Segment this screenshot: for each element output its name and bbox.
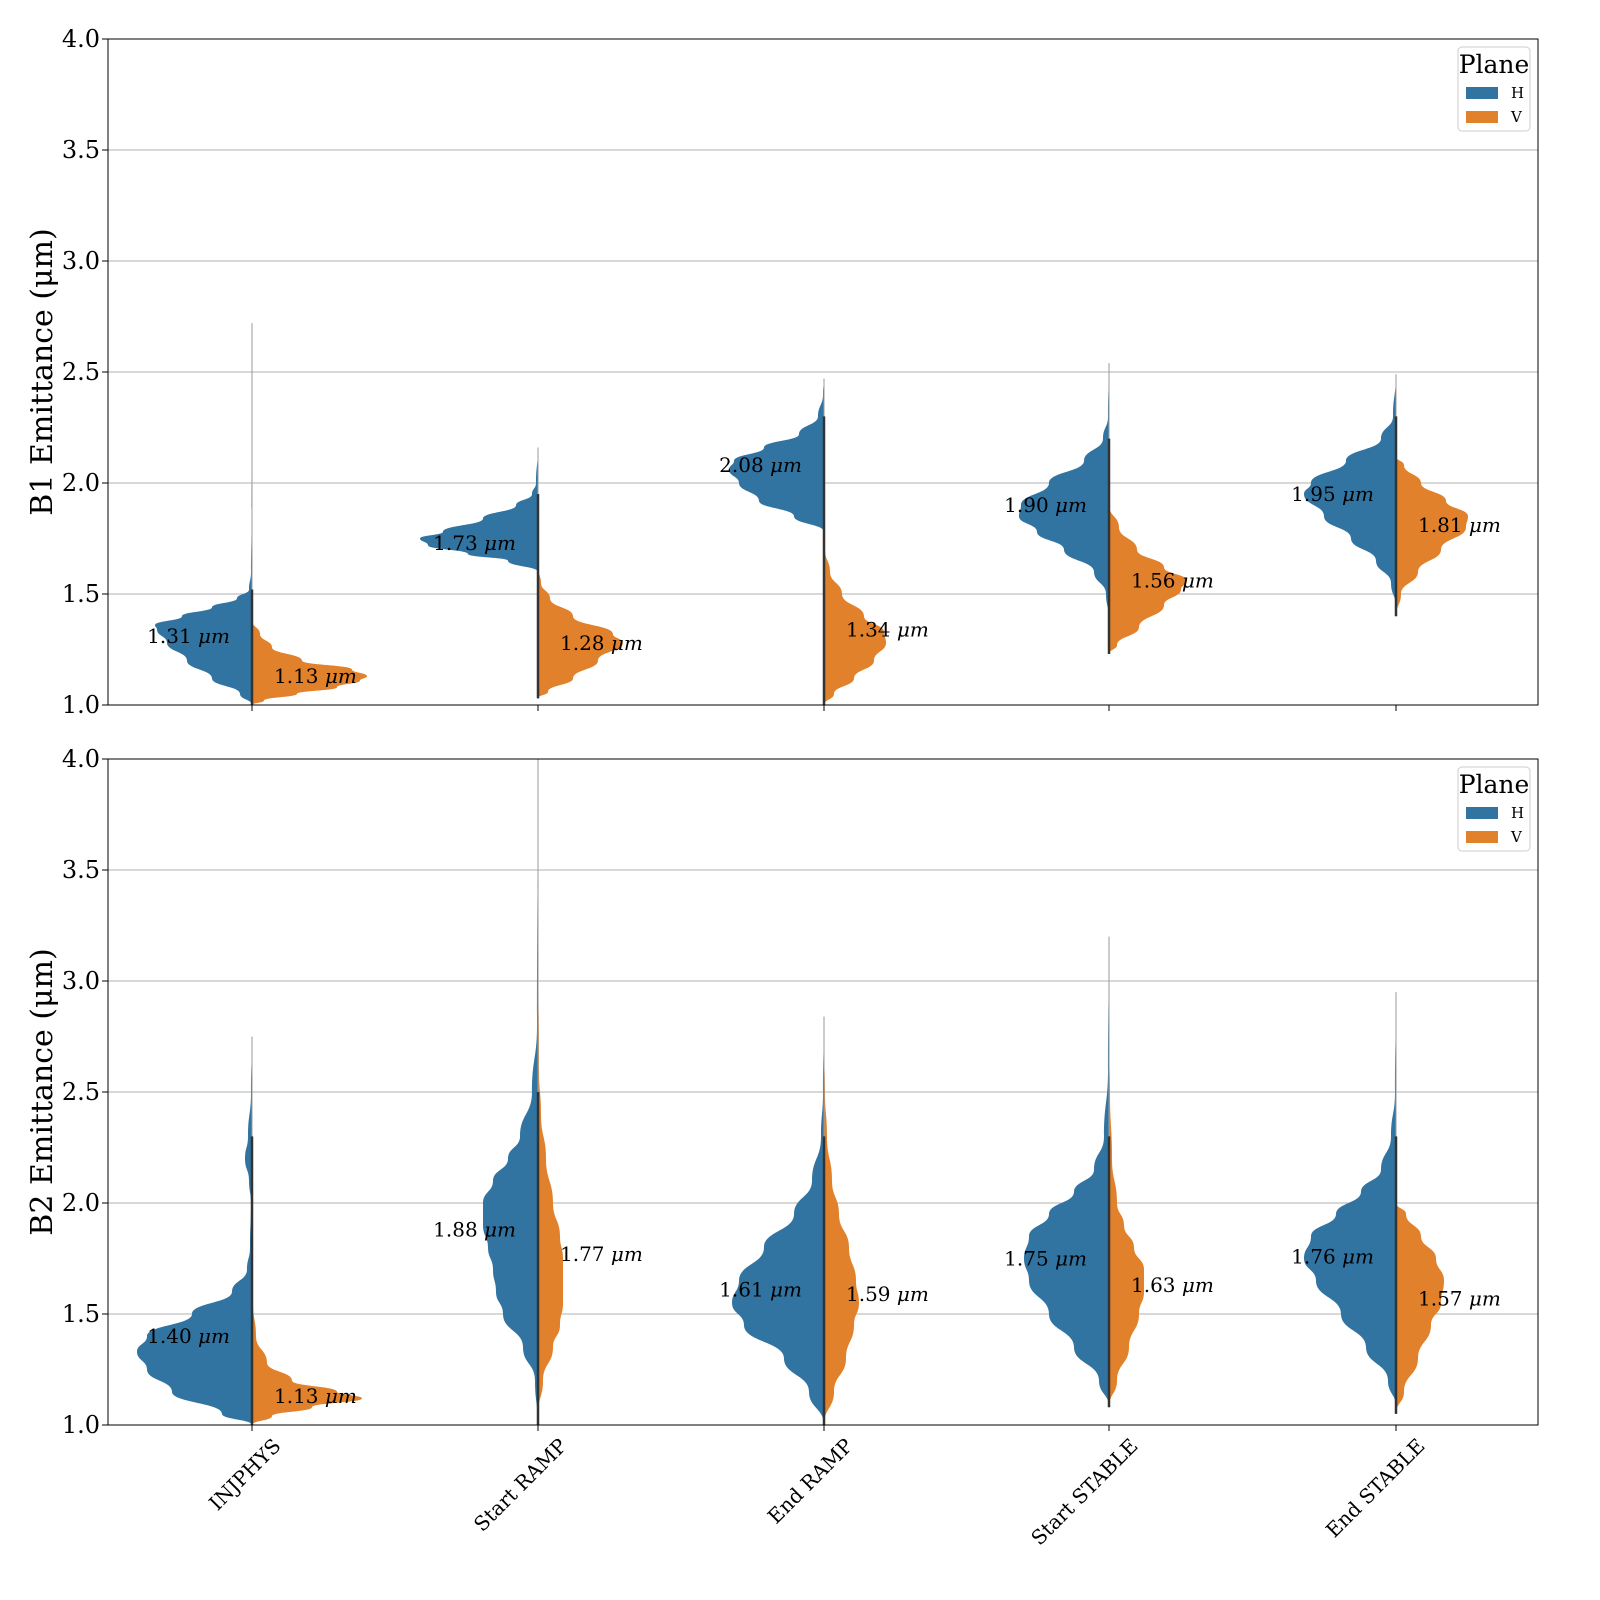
y-tick-label: 4.0 [62, 745, 100, 773]
violin-h-2 [483, 759, 538, 1425]
violin-v-2 [538, 567, 623, 699]
violins [137, 759, 1444, 1425]
legend-entry-h: H [1511, 804, 1524, 822]
legend-swatch-v [1466, 111, 1498, 123]
violin-v-5 [1396, 1203, 1444, 1414]
y-tick-label: 1.5 [62, 1300, 100, 1328]
violin-h-3 [729, 378, 824, 532]
legend-swatch-v [1466, 831, 1498, 843]
data-label-v: 1.56 μm [1131, 569, 1214, 593]
data-label-v: 1.34 μm [846, 618, 929, 642]
violin-v-5 [1396, 456, 1468, 617]
data-label-v: 1.63 μm [1131, 1273, 1214, 1297]
data-label-v: 1.81 μm [1418, 513, 1501, 537]
violin-v-2 [538, 912, 563, 1414]
y-tick-label: 1.0 [62, 1411, 100, 1439]
data-label-h: 2.08 μm [719, 453, 802, 477]
y-tick-label: 1.0 [62, 691, 100, 719]
legend: Plane HV [1457, 766, 1531, 852]
violin-h-5 [1304, 992, 1396, 1408]
data-label-v: 1.57 μm [1418, 1286, 1501, 1310]
y-axis-label: B2 Emittance (μm) [25, 948, 60, 1235]
plot-frame [107, 38, 1539, 706]
y-tick-label: 2.0 [62, 1189, 100, 1217]
violin-v-1 [252, 620, 367, 705]
x-tick-label: Start RAMP [469, 1434, 572, 1537]
violins [155, 323, 1468, 705]
y-tick-label: 2.5 [62, 358, 100, 386]
data-label-h: 1.40 μm [147, 1324, 230, 1348]
y-tick-label: 2.0 [62, 469, 100, 497]
violin-h-1 [137, 1036, 252, 1425]
y-tick-label: 4.0 [62, 25, 100, 53]
data-label-v: 1.13 μm [274, 664, 357, 688]
data-label-h: 1.88 μm [433, 1218, 516, 1242]
y-tick-label: 3.0 [62, 967, 100, 995]
violin-v-1 [252, 1258, 362, 1425]
violin-h-1 [155, 323, 252, 705]
violin-v-4 [1109, 1040, 1144, 1408]
x-tick-label: End STABLE [1321, 1434, 1430, 1543]
data-label-v: 1.13 μm [274, 1384, 357, 1408]
data-label-h: 1.76 μm [1291, 1244, 1374, 1268]
legend-title: Plane [1459, 50, 1530, 79]
data-label-v: 1.28 μm [560, 631, 643, 655]
violin-v-3 [824, 1043, 859, 1425]
violin-h-5 [1304, 374, 1396, 608]
y-tick-label: 3.5 [62, 136, 100, 164]
legend-swatch-h [1466, 87, 1498, 99]
data-label-h: 1.61 μm [719, 1278, 802, 1302]
legend-title: Plane [1459, 770, 1530, 799]
violin-v-3 [824, 542, 886, 705]
violin-h-2 [420, 447, 538, 572]
x-tick-label: Start STABLE [1026, 1434, 1142, 1550]
data-label-h: 1.73 μm [433, 531, 516, 555]
data-label-h: 1.75 μm [1004, 1247, 1087, 1271]
data-label-v: 1.59 μm [846, 1282, 929, 1306]
legend: Plane HV [1457, 46, 1531, 132]
violin-h-3 [732, 1016, 824, 1425]
data-label-h: 1.31 μm [147, 624, 230, 648]
violin-h-4 [1019, 363, 1109, 619]
data-label-h: 1.95 μm [1291, 482, 1374, 506]
y-tick-label: 1.5 [62, 580, 100, 608]
y-tick-label: 3.5 [62, 856, 100, 884]
data-label-v: 1.77 μm [560, 1242, 643, 1266]
violin-h-4 [1024, 936, 1109, 1408]
legend-entry-v: V [1510, 108, 1523, 126]
plot-frame [107, 758, 1539, 1426]
violin-v-4 [1109, 505, 1187, 654]
x-tick-label: End RAMP [763, 1434, 858, 1529]
y-axis-label: B1 Emittance (μm) [25, 228, 60, 515]
legend-entry-h: H [1511, 84, 1524, 102]
x-tick-label: INJPHYS [204, 1434, 285, 1515]
legend-entry-v: V [1510, 828, 1523, 846]
y-tick-label: 3.0 [62, 247, 100, 275]
y-tick-label: 2.5 [62, 1078, 100, 1106]
panel-1: 1.0 1.5 2.0 2.5 3.0 3.5 4.0 1.31 μm 1.73 μm 2.08 … [25, 25, 1539, 719]
legend-swatch-h [1466, 807, 1498, 819]
panel-2: 1.0 1.5 2.0 2.5 3.0 3.5 4.0 1.40 μm 1.88 μm 1.61 … [25, 745, 1539, 1439]
data-label-h: 1.90 μm [1004, 493, 1087, 517]
